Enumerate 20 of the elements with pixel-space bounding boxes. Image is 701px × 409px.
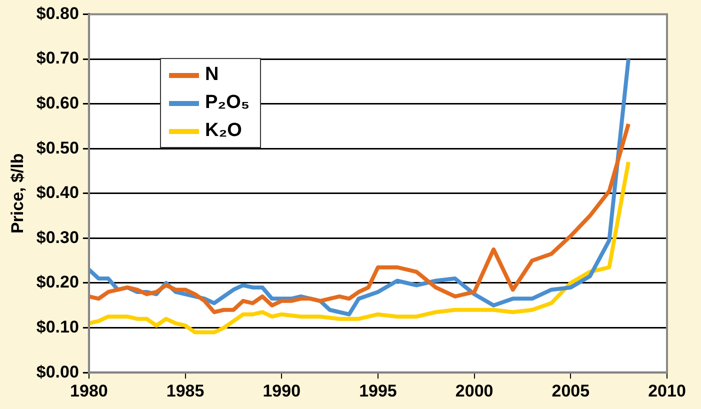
- legend-label: K₂O: [205, 120, 242, 142]
- x-tick-label: 2000: [455, 381, 494, 400]
- y-tick-label: $0.20: [36, 272, 79, 292]
- x-tick-label: 1980: [70, 381, 108, 400]
- y-tick-label: $0.60: [36, 93, 79, 112]
- legend-label: N: [205, 64, 219, 86]
- y-tick-label: $0.70: [36, 48, 79, 68]
- x-tick-label: 1995: [359, 381, 397, 400]
- x-tick-label: 2005: [552, 381, 590, 400]
- y-axis-title: Price, $/lb: [8, 153, 27, 234]
- y-tick-label: $0.00: [36, 362, 79, 382]
- x-tick-label: 1990: [262, 381, 301, 400]
- y-tick-label: $0.40: [36, 183, 79, 202]
- x-tick-label: 1985: [166, 381, 204, 400]
- y-tick-label: $0.80: [36, 4, 79, 23]
- y-tick-label: $0.30: [36, 228, 79, 247]
- x-tick-label: 2010: [648, 381, 686, 400]
- legend-label: P₂O₅: [205, 92, 250, 114]
- y-tick-label: $0.50: [36, 138, 79, 158]
- y-tick-label: $0.10: [36, 317, 79, 336]
